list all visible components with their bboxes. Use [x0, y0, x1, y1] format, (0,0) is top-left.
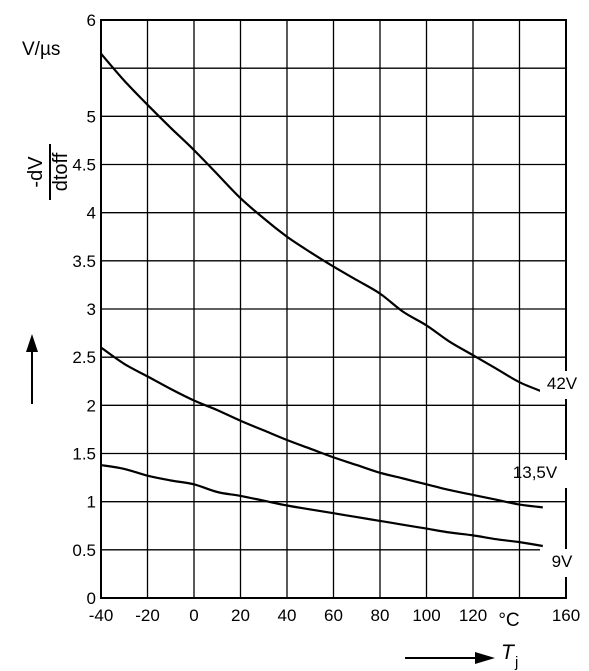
x-axis-label-subscript: j	[514, 654, 518, 671]
series-label-background	[536, 460, 586, 488]
y-unit-label: V/µs	[22, 39, 60, 60]
y-tick-label: 3	[87, 300, 96, 319]
x-tick-label: -40	[89, 606, 114, 625]
series-line-2	[100, 464, 543, 548]
y-tick-label: 4	[87, 204, 96, 223]
y-tick-label: 3.5	[72, 252, 96, 271]
x-unit-label: °C	[498, 610, 519, 631]
y-tick-label: 1	[87, 493, 96, 512]
y-tick-label: 2	[87, 396, 96, 415]
x-axis-arrow-icon	[405, 652, 495, 664]
y-tick-label: 6	[87, 11, 96, 30]
series-labels: 42V 13,5V 9V	[513, 371, 586, 577]
x-tick-label: 60	[324, 606, 343, 625]
series-label-0: 42V	[547, 374, 578, 393]
y-axis-label-denominator: dtoff	[50, 152, 72, 191]
series-label-background	[540, 549, 572, 577]
x-tick-label: 80	[371, 606, 390, 625]
x-tick-label: 100	[412, 606, 440, 625]
x-tick-label: 0	[189, 606, 198, 625]
y-axis-arrow-icon	[26, 334, 38, 404]
y-axis-label: -dV dtoff	[25, 144, 72, 200]
y-tick-label: 1.5	[72, 445, 96, 464]
x-tick-label: 160	[552, 606, 580, 625]
grid	[100, 19, 567, 599]
series-line-0	[100, 52, 544, 393]
series-label-1: 13,5V	[513, 463, 558, 482]
series-label-background	[540, 371, 580, 399]
series-line-1	[100, 346, 543, 509]
y-axis-label-numerator: -dV	[25, 156, 47, 188]
series-label-2: 9V	[552, 552, 573, 571]
y-tick-label: 4.5	[72, 156, 96, 175]
x-tick-label: 40	[278, 606, 297, 625]
x-tick-label: 120	[459, 606, 487, 625]
curves	[100, 52, 544, 548]
x-axis-label: T	[501, 641, 516, 664]
x-tick-label: -20	[135, 606, 160, 625]
y-tick-label: 2.5	[72, 348, 96, 367]
y-tick-label: 5	[87, 107, 96, 126]
y-tick-label: 0	[87, 589, 96, 608]
y-tick-label: 0.5	[72, 541, 96, 560]
x-tick-label: 20	[231, 606, 250, 625]
tick-labels: -40 -20 0 20 40 60 80 100 120 160 0 0.5 1 1.5 2 2.5 3 3.5…	[72, 11, 580, 625]
